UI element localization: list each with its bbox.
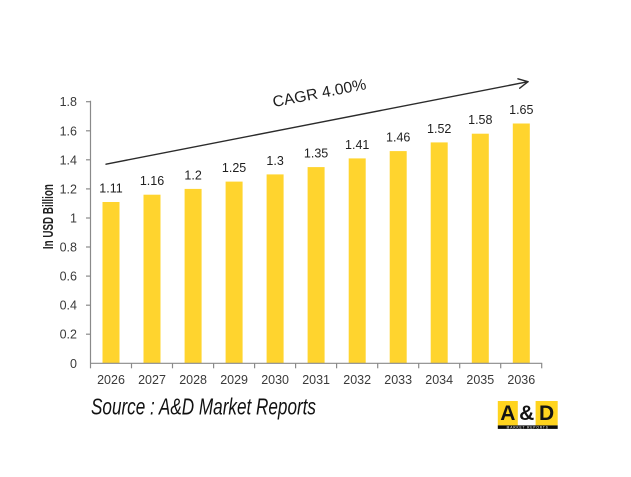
svg-text:1.16: 1.16 bbox=[140, 174, 164, 188]
svg-text:2034: 2034 bbox=[425, 373, 453, 387]
svg-text:1.41: 1.41 bbox=[345, 138, 369, 152]
svg-text:2028: 2028 bbox=[179, 373, 207, 387]
svg-text:In USD Billion: In USD Billion bbox=[41, 184, 57, 249]
svg-text:1.2: 1.2 bbox=[184, 168, 201, 182]
svg-text:0: 0 bbox=[70, 357, 77, 371]
svg-text:1.3: 1.3 bbox=[266, 154, 283, 168]
svg-text:1.35: 1.35 bbox=[304, 147, 328, 161]
svg-text:&: & bbox=[519, 402, 534, 425]
svg-text:0.4: 0.4 bbox=[60, 299, 77, 313]
svg-text:1.52: 1.52 bbox=[427, 122, 451, 136]
svg-text:1.2: 1.2 bbox=[60, 182, 77, 196]
svg-text:0.8: 0.8 bbox=[60, 241, 77, 255]
svg-text:0.2: 0.2 bbox=[60, 328, 77, 342]
svg-text:2030: 2030 bbox=[261, 373, 289, 387]
svg-text:1.4: 1.4 bbox=[60, 153, 77, 167]
svg-text:0.6: 0.6 bbox=[60, 270, 77, 284]
svg-text:2035: 2035 bbox=[466, 373, 494, 387]
svg-text:2031: 2031 bbox=[302, 373, 330, 387]
svg-text:1.11: 1.11 bbox=[99, 182, 122, 196]
svg-text:A: A bbox=[500, 402, 515, 425]
svg-text:2032: 2032 bbox=[343, 373, 371, 387]
svg-text:D: D bbox=[539, 402, 554, 425]
svg-text:1.46: 1.46 bbox=[386, 131, 410, 145]
svg-text:1.58: 1.58 bbox=[468, 113, 492, 127]
svg-text:2029: 2029 bbox=[220, 373, 248, 387]
svg-text:2026: 2026 bbox=[97, 373, 125, 387]
svg-text:Source : A&D Market Reports: Source : A&D Market Reports bbox=[91, 394, 316, 420]
svg-text:1.6: 1.6 bbox=[60, 124, 77, 138]
svg-text:1: 1 bbox=[70, 212, 77, 226]
svg-text:MARKET REPORTS: MARKET REPORTS bbox=[507, 425, 549, 429]
svg-text:2027: 2027 bbox=[138, 373, 166, 387]
svg-text:1.65: 1.65 bbox=[509, 103, 533, 117]
svg-text:1.8: 1.8 bbox=[60, 95, 77, 109]
svg-text:2033: 2033 bbox=[384, 373, 412, 387]
svg-text:2036: 2036 bbox=[507, 373, 535, 387]
svg-text:1.25: 1.25 bbox=[222, 161, 246, 175]
